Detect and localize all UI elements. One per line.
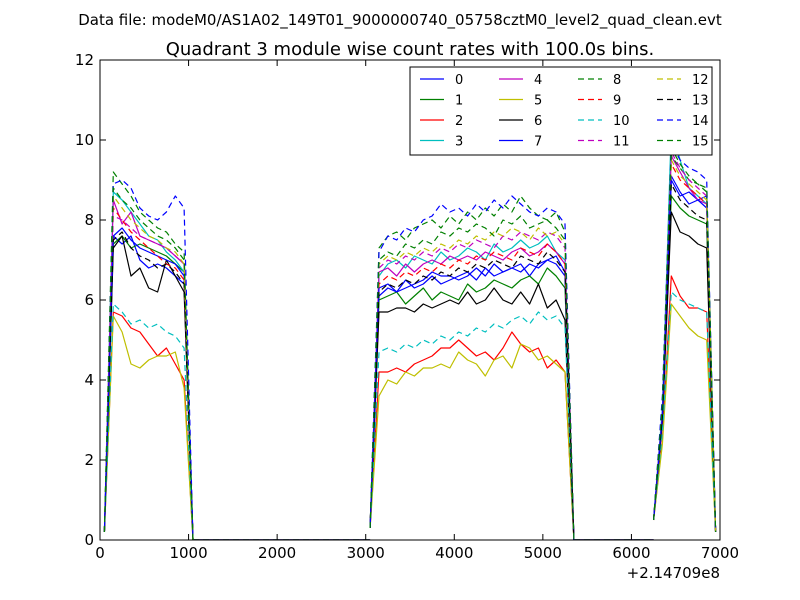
y-tick-label: 6 — [84, 291, 94, 309]
legend-label-12: 12 — [692, 73, 709, 88]
legend-label-7: 7 — [534, 135, 542, 150]
series-line-5 — [103, 303, 717, 540]
series-line-11 — [103, 151, 717, 540]
y-tick-label: 2 — [84, 451, 94, 469]
legend-label-11: 11 — [613, 135, 630, 150]
legend-label-3: 3 — [455, 135, 463, 150]
series-line-7 — [103, 175, 717, 540]
y-tick-label: 8 — [84, 211, 94, 229]
legend-label-13: 13 — [692, 94, 709, 109]
series-line-8 — [103, 155, 717, 540]
series-line-2 — [103, 275, 717, 540]
x-tick-label: 6000 — [612, 544, 650, 562]
x-tick-label: 0 — [95, 544, 105, 562]
series-line-12 — [103, 159, 717, 540]
series-line-13 — [103, 183, 717, 540]
legend-label-6: 6 — [534, 114, 542, 129]
x-tick-label: 3000 — [347, 544, 385, 562]
suptitle: Data file: modeM0/AS1A02_149T01_90000007… — [78, 11, 722, 30]
series-line-10 — [103, 291, 717, 540]
x-tick-label: 1000 — [169, 544, 207, 562]
x-offset-label: +2.14709e8 — [627, 564, 720, 582]
series-line-0 — [103, 179, 717, 540]
series-line-15 — [103, 147, 717, 540]
series-line-9 — [103, 163, 717, 540]
legend-label-9: 9 — [613, 94, 621, 109]
plot-area — [103, 127, 717, 540]
series-line-3 — [103, 127, 717, 540]
legend-label-0: 0 — [455, 73, 463, 88]
series-line-4 — [103, 155, 717, 540]
series-line-14 — [103, 143, 717, 540]
series-line-6 — [103, 211, 717, 540]
y-tick-label: 0 — [84, 531, 94, 549]
legend-label-4: 4 — [534, 73, 542, 88]
x-tick-label: 2000 — [258, 544, 296, 562]
x-tick-label: 4000 — [435, 544, 473, 562]
legend-label-2: 2 — [455, 114, 463, 129]
x-tick-label: 7000 — [701, 544, 739, 562]
legend-label-8: 8 — [613, 73, 621, 88]
legend-label-10: 10 — [613, 114, 630, 129]
y-tick-label: 4 — [84, 371, 94, 389]
y-tick-label: 12 — [75, 51, 94, 69]
x-tick-label: 5000 — [524, 544, 562, 562]
legend-label-15: 15 — [692, 135, 709, 150]
chart-title: Quadrant 3 module wise count rates with … — [166, 39, 655, 60]
legend-label-5: 5 — [534, 94, 542, 109]
legend-label-1: 1 — [455, 94, 463, 109]
y-tick-label: 10 — [75, 131, 94, 149]
legend-label-14: 14 — [692, 114, 709, 129]
series-line-1 — [103, 195, 717, 540]
